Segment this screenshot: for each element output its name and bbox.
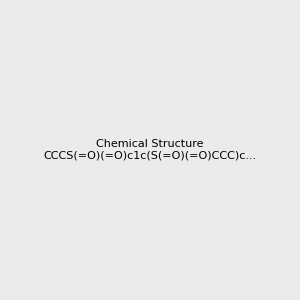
Text: Chemical Structure
CCCS(=O)(=O)c1c(S(=O)(=O)CCC)c...: Chemical Structure CCCS(=O)(=O)c1c(S(=O)… [44, 139, 256, 161]
